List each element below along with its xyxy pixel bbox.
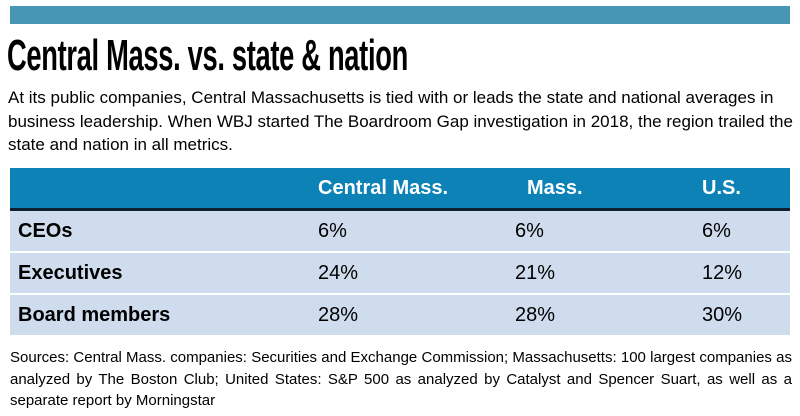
ceos-us-value: 6% xyxy=(702,219,731,242)
comparison-table: Central Mass. Mass. U.S. CEOs 6% 6% 6% E… xyxy=(10,168,790,335)
ceos-mass-value: 6% xyxy=(515,219,544,242)
row-label-board-members: Board members xyxy=(18,303,171,326)
executives-us-value: 12% xyxy=(702,261,743,284)
board-members-mass-value: 28% xyxy=(515,303,556,326)
page-title: Central Mass. vs. state & nation xyxy=(7,31,408,80)
column-header-us: U.S. xyxy=(702,176,741,199)
table-row-executives: Executives 24% 21% 12% xyxy=(10,253,790,295)
row-label-ceos: CEOs xyxy=(18,219,73,242)
board-members-central-mass-value: 28% xyxy=(318,303,359,326)
row-label-executives: Executives xyxy=(18,261,123,284)
intro-paragraph: At its public companies, Central Massach… xyxy=(8,88,793,154)
table-header-row: Central Mass. Mass. U.S. xyxy=(10,168,790,211)
table-row-ceos: CEOs 6% 6% 6% xyxy=(10,211,790,253)
table-row-board-members: Board members 28% 28% 30% xyxy=(10,295,790,335)
top-accent-bar xyxy=(10,6,790,24)
sources-text: Sources: Central Mass. companies: Securi… xyxy=(10,349,792,409)
executives-mass-value: 21% xyxy=(515,261,556,284)
executives-central-mass-value: 24% xyxy=(318,261,359,284)
column-header-central-mass: Central Mass. xyxy=(318,176,449,199)
column-header-mass: Mass. xyxy=(527,176,583,199)
ceos-central-mass-value: 6% xyxy=(318,219,347,242)
board-members-us-value: 30% xyxy=(702,303,743,326)
